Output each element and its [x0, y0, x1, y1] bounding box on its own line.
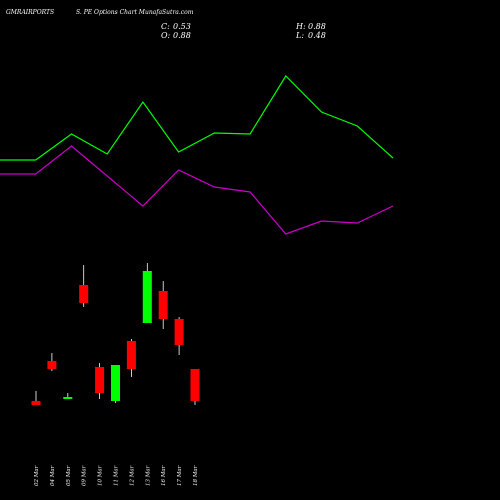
high-label: H:: [295, 22, 306, 31]
candle: [158, 281, 168, 329]
chart-subtitle: S. PE Options Chart MunafaSutra.com: [76, 9, 194, 16]
chart-symbol: GMRAIRPORTS: [6, 9, 54, 16]
candle-body: [95, 367, 105, 393]
indicator-line-2: [0, 145, 394, 235]
candle-body: [79, 285, 89, 303]
candle-body: [126, 341, 136, 369]
high-value: 0.88: [308, 22, 326, 31]
low-value: 0.48: [308, 31, 326, 40]
x-tick-label: 05 Mar: [66, 465, 72, 486]
candle-body: [63, 397, 73, 399]
x-tick-label: 09 Mar: [82, 465, 88, 486]
candle: [111, 365, 120, 403]
open-label: O:: [161, 31, 171, 40]
candle-body: [47, 361, 57, 369]
low-label: L:: [295, 31, 304, 40]
candlesticks: [31, 263, 200, 405]
x-tick-label: 12 Mar: [129, 465, 135, 486]
candle-body: [142, 271, 152, 323]
candle: [142, 263, 152, 323]
candle: [190, 369, 200, 405]
candle: [47, 353, 57, 371]
candle: [31, 391, 41, 405]
close-label: C:: [161, 22, 170, 31]
candle-body: [111, 365, 120, 401]
candle: [174, 317, 184, 355]
open-value: 0.88: [173, 31, 191, 40]
x-tick-label: 10 Mar: [98, 465, 104, 486]
candle-body: [31, 401, 41, 405]
x-tick-label: 13 Mar: [145, 465, 151, 486]
indicator-line-1: [0, 75, 394, 161]
candle-body: [158, 291, 168, 319]
x-tick-label: 16 Mar: [161, 465, 167, 486]
x-tick-label: 04 Mar: [50, 465, 56, 486]
indicator-lines: [0, 75, 394, 235]
x-tick-label: 02 Mar: [34, 465, 40, 486]
candle: [95, 363, 105, 399]
candle: [63, 393, 73, 399]
candle: [126, 339, 136, 377]
candle-body: [190, 369, 200, 401]
candle-body: [174, 319, 184, 345]
x-axis-ticks: 02 Mar 04 Mar 05 Mar 09 Mar 10 Mar 11 Mar 12 M…: [34, 465, 199, 486]
close-value: 0.53: [173, 22, 191, 31]
x-tick-label: 18 Mar: [193, 465, 199, 486]
x-tick-label: 11 Mar: [114, 465, 120, 486]
x-tick-label: 17 Mar: [177, 465, 183, 486]
candle: [79, 265, 89, 307]
